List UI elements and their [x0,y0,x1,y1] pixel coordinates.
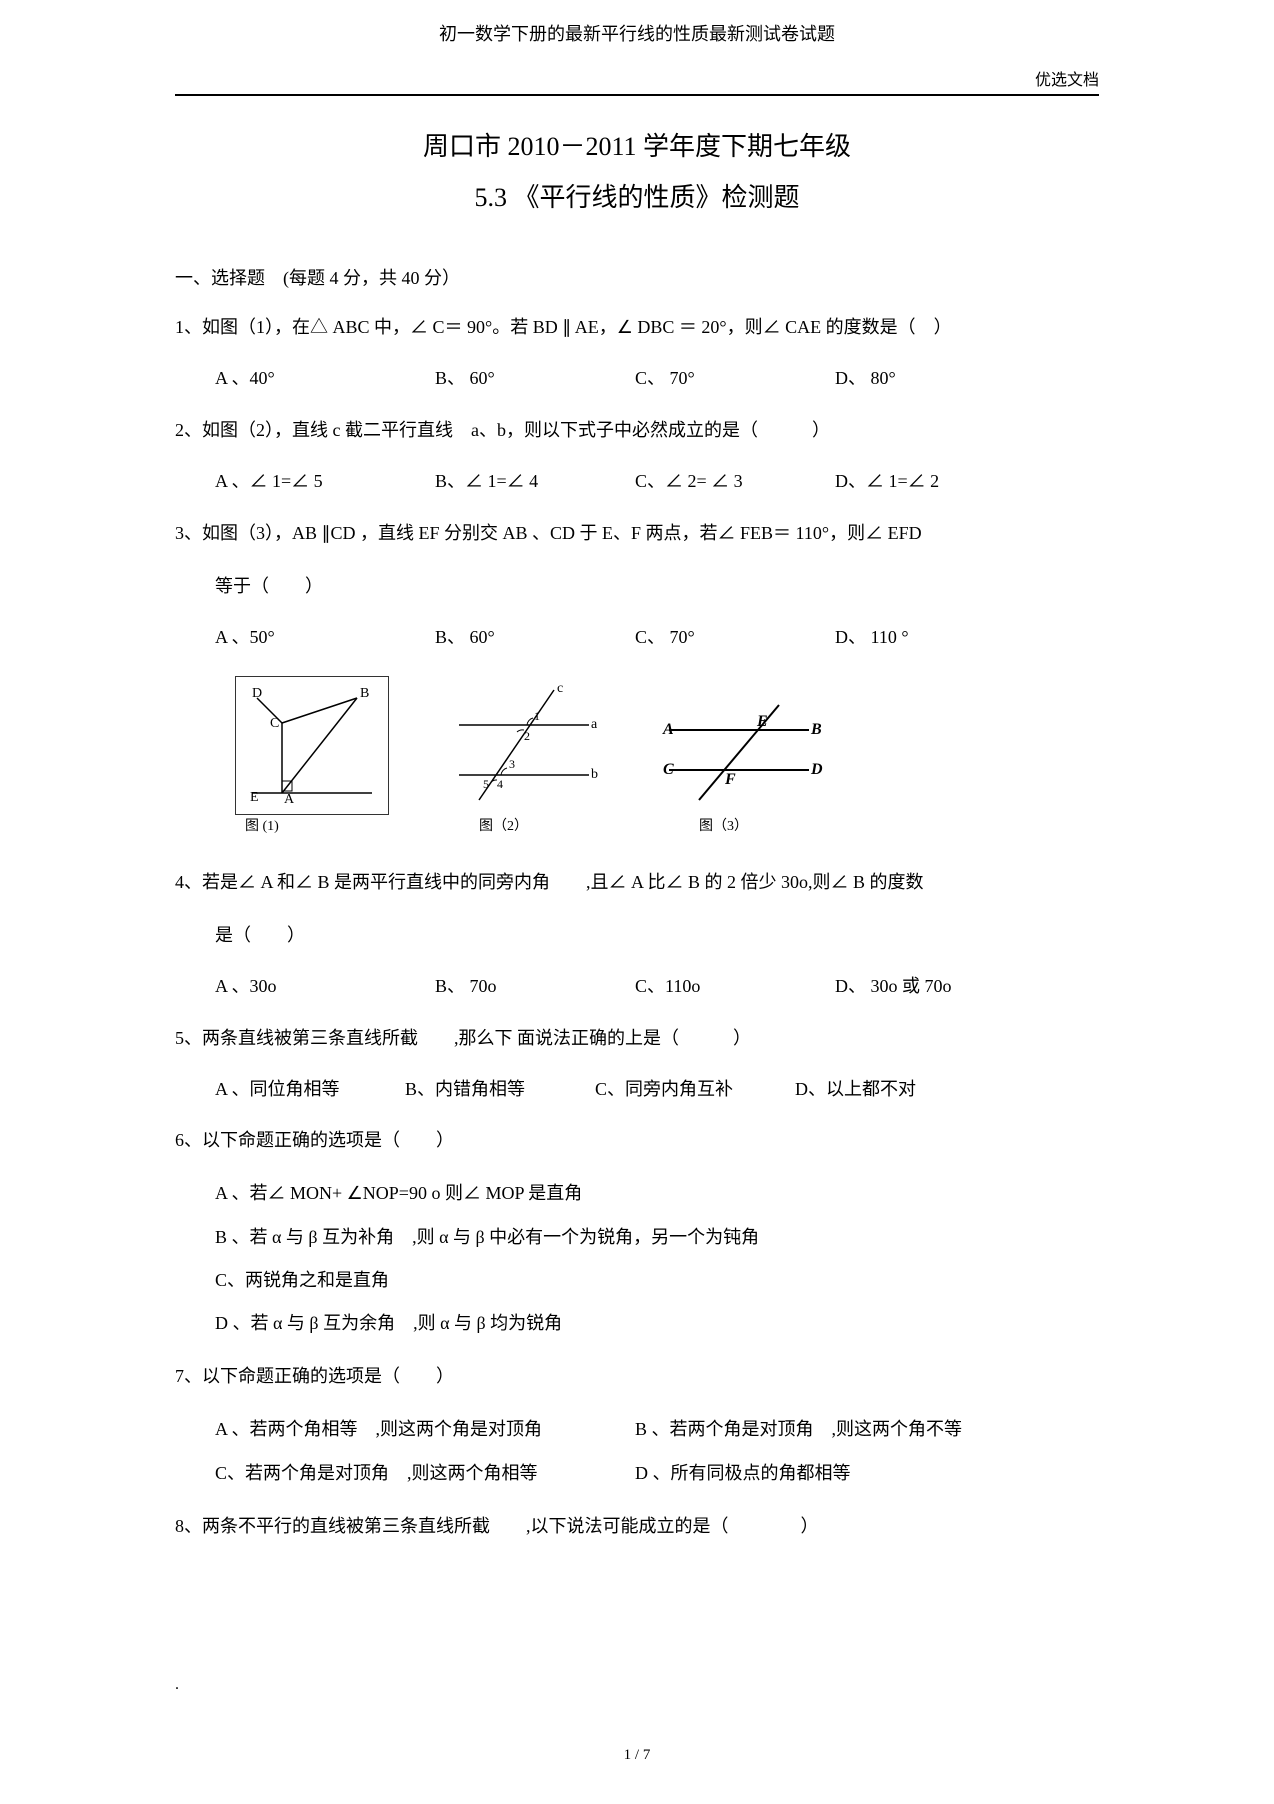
question-4-cont: 是（ ） [215,914,1099,957]
figure-1-svg: D B C E A [242,683,382,803]
svg-text:a: a [591,717,598,732]
q1-opt-a: A 、40° [215,359,435,399]
figure-3-caption: 图（3） [699,815,829,835]
title-line-1: 周口市 2010－2011 学年度下期七年级 [175,126,1099,163]
q2-opt-d: D、∠ 1=∠ 2 [835,462,1035,502]
figure-1-caption: 图 (1) [245,815,389,835]
q2-opt-a: A 、∠ 1=∠ 5 [215,462,435,502]
svg-text:1: 1 [534,709,540,723]
question-3-options: A 、50° B、 60° C、 70° D、 110 ° [215,618,1099,658]
q3-opt-b: B、 60° [435,618,635,658]
svg-text:A: A [662,721,674,738]
q5-opt-d: D、以上都不对 [795,1070,995,1110]
footer-dot: . [175,1676,179,1694]
svg-text:C: C [270,716,279,731]
svg-text:b: b [591,767,598,782]
svg-text:3: 3 [509,757,515,771]
q7-opt-a: A 、若两个角相等 ,则这两个角是对顶角 [215,1408,635,1451]
q3-opt-d: D、 110 ° [835,618,1035,658]
q2-opt-b: B、∠ 1=∠ 4 [435,462,635,502]
question-4: 4、若是∠ A 和∠ B 是两平行直线中的同旁内角 ,且∠ A 比∠ B 的 2… [175,861,1099,904]
svg-text:D: D [252,686,262,701]
q2-opt-c: C、∠ 2= ∠ 3 [635,462,835,502]
q5-opt-a: A 、同位角相等 [215,1070,405,1110]
figure-2-svg: c a b 1 2 3 4 5 [439,680,599,810]
corner-label: 优选文档 [175,66,1099,90]
figure-row: D B C E A 图 (1) c a b 1 2 3 4 [235,676,1099,835]
question-3-cont: 等于（ ） [215,565,1099,608]
q6-opt-b: B 、若 α 与 β 互为补角 ,则 α 与 β 中必有一个为锐角，另一个为钝角 [215,1216,1099,1259]
question-1-options: A 、40° B、 60° C、 70° D、 80° [215,359,1099,399]
q1-opt-b: B、 60° [435,359,635,399]
question-5: 5、两条直线被第三条直线所截 ,那么下 面说法正确的上是（ ） [175,1017,1099,1060]
question-7: 7、以下命题正确的选项是（ ） [175,1355,1099,1398]
q5-opt-b: B、内错角相等 [405,1070,595,1110]
section-head: 一、选择题 (每题 4 分，共 40 分） [175,264,1099,290]
q4-opt-d: D、 30o 或 70o [835,967,1035,1007]
q7-opt-b: B 、若两个角是对顶角 ,则这两个角不等 [635,1408,1099,1451]
q5-opt-c: C、同旁内角互补 [595,1070,795,1110]
svg-text:B: B [360,686,369,701]
svg-text:4: 4 [497,777,503,791]
q6-opt-c: C、两锐角之和是直角 [215,1259,1099,1302]
page: 初一数学下册的最新平行线的性质最新测试卷试题 优选文档 周口市 2010－201… [0,0,1274,1804]
title-line-2: 5.3 《平行线的性质》检测题 [175,177,1099,214]
q3-opt-a: A 、50° [215,618,435,658]
question-4-options: A 、30o B、 70o C、110o D、 30o 或 70o [215,967,1099,1007]
question-5-options: A 、同位角相等 B、内错角相等 C、同旁内角互补 D、以上都不对 [215,1070,1099,1110]
question-6: 6、以下命题正确的选项是（ ） [175,1119,1099,1162]
figure-3-svg: A E B C F D [649,700,829,810]
question-1: 1、如图（1），在△ ABC 中，∠ C＝ 90°。若 BD ∥ AE，∠ DB… [175,306,1099,349]
q4-opt-c: C、110o [635,967,835,1007]
question-3: 3、如图（3），AB ∥CD ，直线 EF 分别交 AB 、CD 于 E、F 两… [175,512,1099,555]
svg-text:c: c [557,681,563,696]
svg-text:E: E [250,790,259,803]
divider-top [175,94,1099,96]
doc-header: 初一数学下册的最新平行线的性质最新测试卷试题 [175,20,1099,46]
page-number: 1 / 7 [0,1747,1274,1764]
q6-opt-a: A 、若∠ MON+ ∠NOP=90 o 则∠ MOP 是直角 [215,1172,1099,1215]
svg-text:F: F [724,771,736,788]
q7-row2: C、若两个角是对顶角 ,则这两个角相等 D 、所有同极点的角都相等 [215,1452,1099,1495]
question-2-options: A 、∠ 1=∠ 5 B、∠ 1=∠ 4 C、∠ 2= ∠ 3 D、∠ 1=∠ … [215,462,1099,502]
q1-opt-c: C、 70° [635,359,835,399]
figure-1-box: D B C E A [235,676,389,815]
q7-row1: A 、若两个角相等 ,则这两个角是对顶角 B 、若两个角是对顶角 ,则这两个角不… [215,1408,1099,1451]
question-2: 2、如图（2），直线 c 截二平行直线 a、b，则以下式子中必然成立的是（ ） [175,409,1099,452]
svg-text:5: 5 [483,777,489,791]
figure-1: D B C E A 图 (1) [235,676,389,835]
svg-text:2: 2 [524,729,530,743]
svg-text:A: A [284,792,295,803]
figure-2-caption: 图（2） [479,815,599,835]
q3-opt-c: C、 70° [635,618,835,658]
figure-3: A E B C F D 图（3） [649,700,829,835]
q1-opt-d: D、 80° [835,359,1035,399]
q7-opt-d: D 、所有同极点的角都相等 [635,1452,1099,1495]
svg-text:C: C [663,761,674,778]
question-8: 8、两条不平行的直线被第三条直线所截 ,以下说法可能成立的是（ ） [175,1505,1099,1548]
q6-opt-d: D 、若 α 与 β 互为余角 ,则 α 与 β 均为锐角 [215,1302,1099,1345]
q4-opt-a: A 、30o [215,967,435,1007]
q7-opt-c: C、若两个角是对顶角 ,则这两个角相等 [215,1452,635,1495]
svg-text:B: B [810,721,822,738]
q4-opt-b: B、 70o [435,967,635,1007]
svg-text:D: D [810,761,823,778]
figure-2: c a b 1 2 3 4 5 图（2） [439,680,599,835]
svg-text:E: E [756,713,768,730]
